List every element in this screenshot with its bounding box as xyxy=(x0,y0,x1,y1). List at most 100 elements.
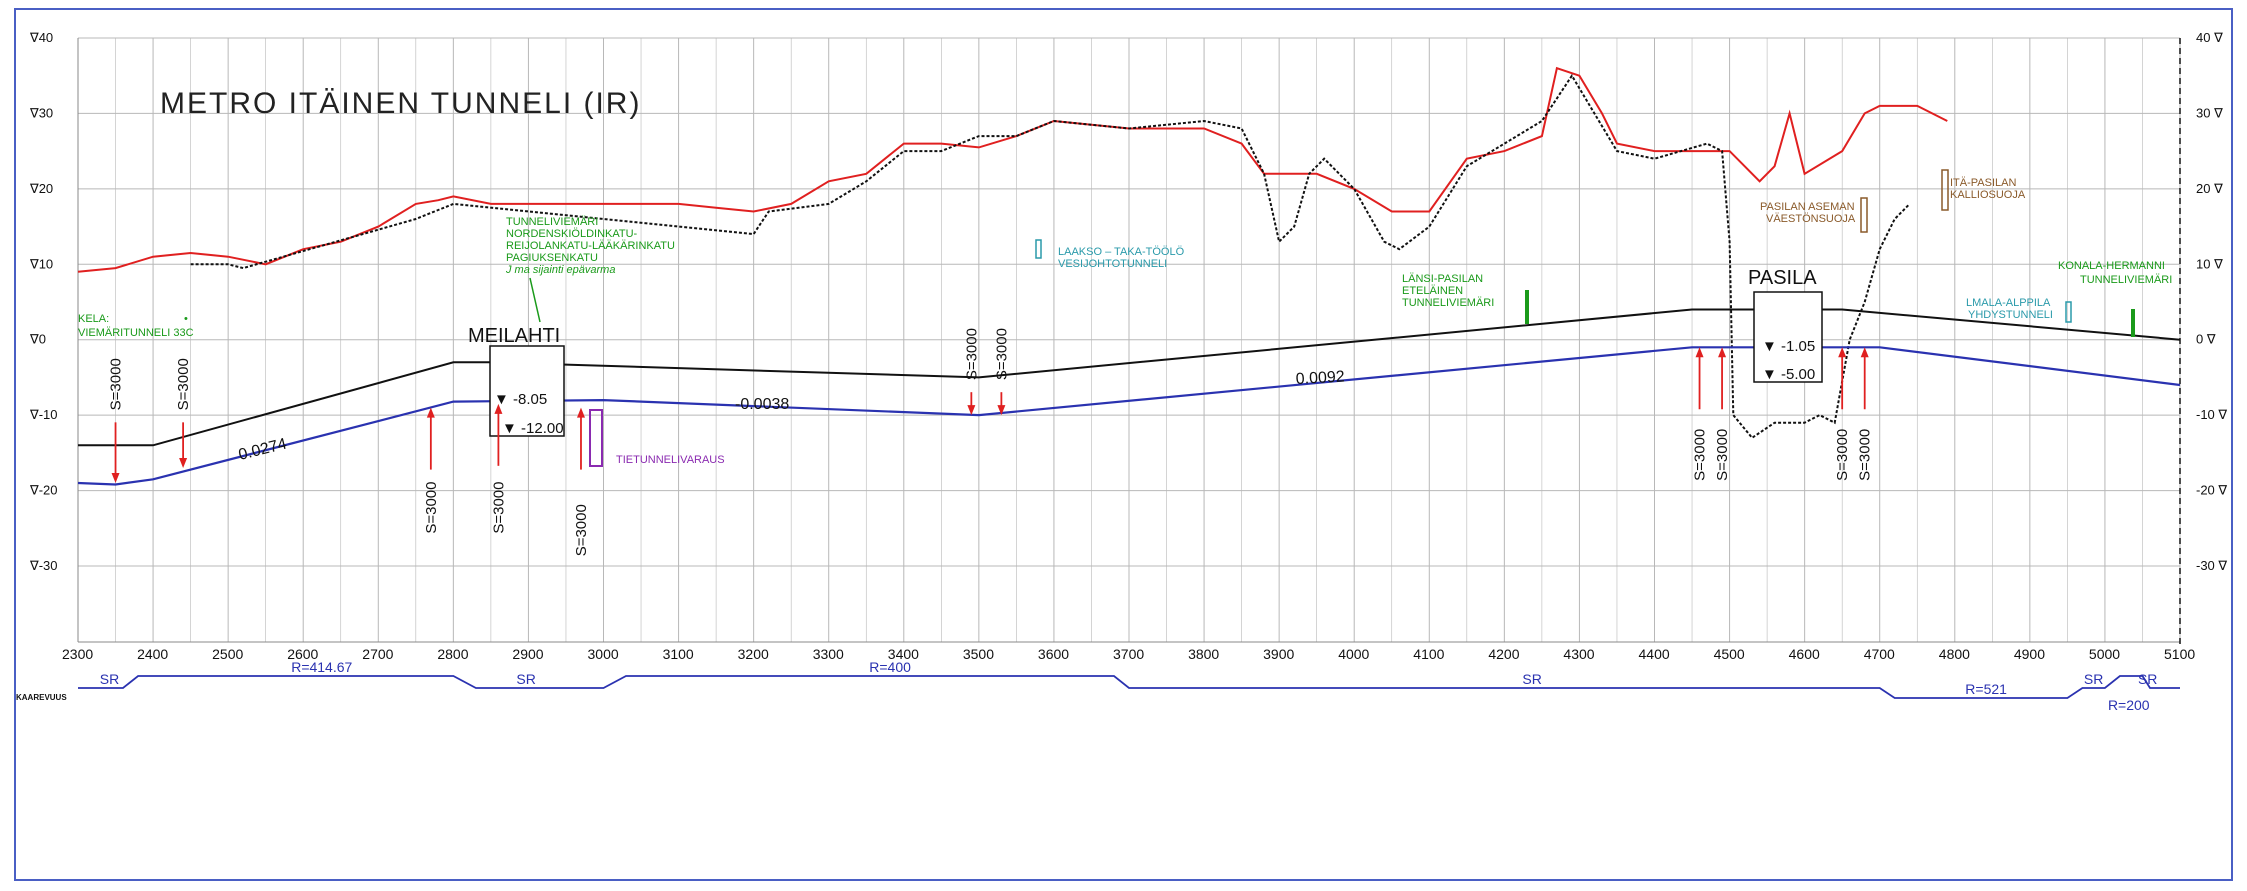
kaarevuus-segment-label: R=521 xyxy=(1965,681,2007,697)
kaarevuus-segment-label: SR xyxy=(516,671,535,687)
axis-labels: 2300 2400 2500 2600 2700 2800 2900 3000 3100 3200… xyxy=(29,30,2227,662)
curve-radius-label: S=3000 xyxy=(423,482,440,534)
vertical-curve-arrow: S=3000 xyxy=(573,408,590,557)
svg-text:ETELÄINEN: ETELÄINEN xyxy=(1402,285,1463,297)
x-tick-label: 2400 xyxy=(137,646,168,662)
y-tick-label-right: -30 ∇ xyxy=(2196,558,2227,573)
y-tick-label-left: ∇30 xyxy=(29,105,53,120)
gradient-label: 0.0092 xyxy=(1295,368,1345,388)
station-pasila: PASILA ▼ -1.05 ▼ -5.00 xyxy=(1748,267,1822,383)
x-tick-label: 2500 xyxy=(212,646,243,662)
x-tick-label: 4700 xyxy=(1864,646,1895,662)
x-tick-label: 5000 xyxy=(2089,646,2120,662)
vertical-curve-arrow: S=3000 xyxy=(993,328,1010,415)
kaarevuus-segment-label: SR xyxy=(2138,671,2157,687)
drawing-title: METRO ITÄINEN TUNNELI (IR) xyxy=(160,87,641,120)
curve-radius-label: S=3000 xyxy=(1857,429,1874,481)
x-tick-label: 3300 xyxy=(813,646,844,662)
svg-text:VESIJOHTOTUNNELI: VESIJOHTOTUNNELI xyxy=(1058,258,1167,270)
vertical-curve-markers: S=3000 S=3000 S=3000 S=3000 S=3000 S=3000 S=30… xyxy=(108,328,1874,556)
svg-text:ITÄ-PASILAN: ITÄ-PASILAN xyxy=(1950,177,2016,189)
kaarevuus-label: KAAREVUUS xyxy=(16,693,67,702)
x-tick-label: 3600 xyxy=(1038,646,1069,662)
x-tick-label: 4100 xyxy=(1413,646,1444,662)
gradient-label: -0.0038 xyxy=(735,396,789,413)
x-tick-label: 2700 xyxy=(362,646,393,662)
svg-text:PASILAN ASEMAN: PASILAN ASEMAN xyxy=(1760,201,1855,213)
annotation-laakso: LAAKSO – TAKA-TÖÖLÖ VESIJOHTOTUNNELI xyxy=(1036,240,1185,270)
annotation-lansi: LÄNSI-PASILAN ETELÄINEN TUNNELIVIEMÄRI xyxy=(1402,273,1529,324)
kaarevuus-segment-label: SR xyxy=(1522,671,1541,687)
annotation-kela: KELA: • VIEMÄRITUNNELI 33C xyxy=(78,313,194,339)
vertical-curve-arrow: S=3000 xyxy=(1714,347,1731,481)
vertical-curve-arrow: S=3000 xyxy=(108,358,125,483)
y-tick-label-right: 0 ∇ xyxy=(2196,332,2216,347)
station-top-level: ▼ -8.05 xyxy=(494,391,547,408)
x-tick-label: 4000 xyxy=(1338,646,1369,662)
x-tick-label: 3100 xyxy=(663,646,694,662)
svg-text:J ma sijainti epävarma: J ma sijainti epävarma xyxy=(505,264,615,276)
station-meilahti: MEILAHTI ▼ -8.05 ▼ -12.00 xyxy=(468,325,564,437)
vertical-curve-arrow: S=3000 xyxy=(1857,347,1874,481)
svg-text:KELA:: KELA: xyxy=(78,313,109,325)
y-tick-label-left: ∇10 xyxy=(29,256,53,271)
curve-radius-label: S=3000 xyxy=(993,328,1010,380)
y-tick-label-left: ∇0 xyxy=(29,332,46,347)
svg-text:YHDYSTUNNELI: YHDYSTUNNELI xyxy=(1968,309,2053,321)
kaarevuus-segment-label: R=400 xyxy=(869,659,911,675)
x-tick-label: 3700 xyxy=(1113,646,1144,662)
annotation-pasilan-asema: PASILAN ASEMAN VÄESTÖNSUOJA xyxy=(1760,198,1867,232)
svg-text:VIEMÄRITUNNELI 33C: VIEMÄRITUNNELI 33C xyxy=(78,327,194,339)
curve-radius-label: S=3000 xyxy=(1692,429,1709,481)
svg-text:VÄESTÖNSUOJA: VÄESTÖNSUOJA xyxy=(1766,213,1856,225)
y-tick-label-right: 30 ∇ xyxy=(2196,105,2223,120)
x-tick-label: 3200 xyxy=(738,646,769,662)
curve-radius-label: S=3000 xyxy=(175,358,192,410)
x-tick-label: 3500 xyxy=(963,646,994,662)
svg-text:KALLIOSUOJA: KALLIOSUOJA xyxy=(1950,189,2026,201)
x-tick-label: 4600 xyxy=(1789,646,1820,662)
x-tick-label: 3900 xyxy=(1263,646,1294,662)
station-top-level: ▼ -1.05 xyxy=(1762,338,1815,355)
vertical-curve-arrow: S=3000 xyxy=(1692,347,1709,481)
y-tick-label-left: ∇-20 xyxy=(29,483,58,498)
y-tick-label-right: 20 ∇ xyxy=(2196,181,2223,196)
svg-text:KONALA-HERMANNI: KONALA-HERMANNI xyxy=(2058,260,2165,272)
kaarevuus-segment-label: SR xyxy=(2084,671,2103,687)
tietunneli-label: TIETUNNELIVARAUS xyxy=(616,454,725,466)
x-tick-label: 4900 xyxy=(2014,646,2045,662)
svg-text:TUNNELIVIEMÄRI: TUNNELIVIEMÄRI xyxy=(506,216,598,228)
svg-text:TUNNELIVIEMÄRI: TUNNELIVIEMÄRI xyxy=(2080,274,2172,286)
x-tick-label: 3000 xyxy=(588,646,619,662)
svg-text:LÄNSI-PASILAN: LÄNSI-PASILAN xyxy=(1402,273,1483,285)
vertical-curve-arrow: S=3000 xyxy=(423,408,440,534)
kaarevuus-line xyxy=(78,676,2180,698)
station-bottom-level: ▼ -5.00 xyxy=(1762,366,1815,383)
kaarevuus-segment-label: R=200 xyxy=(2108,697,2150,713)
annotation-tunneliviemari: TUNNELIVIEMÄRI NORDENSKIÖLDINKATU- REIJO… xyxy=(505,216,675,322)
vertical-curve-arrow: S=3000 xyxy=(175,358,192,468)
x-tick-label: 3800 xyxy=(1188,646,1219,662)
curve-radius-label: S=3000 xyxy=(1834,429,1851,481)
kaarevuus-segment-label: SR xyxy=(100,671,119,687)
y-tick-label-right: -10 ∇ xyxy=(2196,407,2227,422)
curve-radius-label: S=3000 xyxy=(963,328,980,380)
svg-text:LMALA-ALPPILA: LMALA-ALPPILA xyxy=(1966,297,2051,309)
y-tick-label-right: -20 ∇ xyxy=(2196,483,2227,498)
svg-text:LAAKSO – TAKA-TÖÖLÖ: LAAKSO – TAKA-TÖÖLÖ xyxy=(1058,246,1185,258)
x-tick-label: 4400 xyxy=(1639,646,1670,662)
y-tick-label-right: 40 ∇ xyxy=(2196,30,2223,45)
y-tick-label-left: ∇40 xyxy=(29,30,53,45)
x-tick-label: 4200 xyxy=(1488,646,1519,662)
x-tick-label: 2800 xyxy=(437,646,468,662)
station-name: PASILA xyxy=(1748,267,1817,289)
gradient-label: 0.0274 xyxy=(237,436,289,464)
x-tick-label: 5100 xyxy=(2164,646,2195,662)
station-bottom-level: ▼ -12.00 xyxy=(502,420,564,437)
curve-radius-label: S=3000 xyxy=(490,482,507,534)
vertical-curve-arrow: S=3000 xyxy=(1834,347,1851,481)
tietunneli-reservation: TIETUNNELIVARAUS xyxy=(590,410,725,466)
curve-radius-label: S=3000 xyxy=(1714,429,1731,481)
x-tick-label: 4500 xyxy=(1714,646,1745,662)
